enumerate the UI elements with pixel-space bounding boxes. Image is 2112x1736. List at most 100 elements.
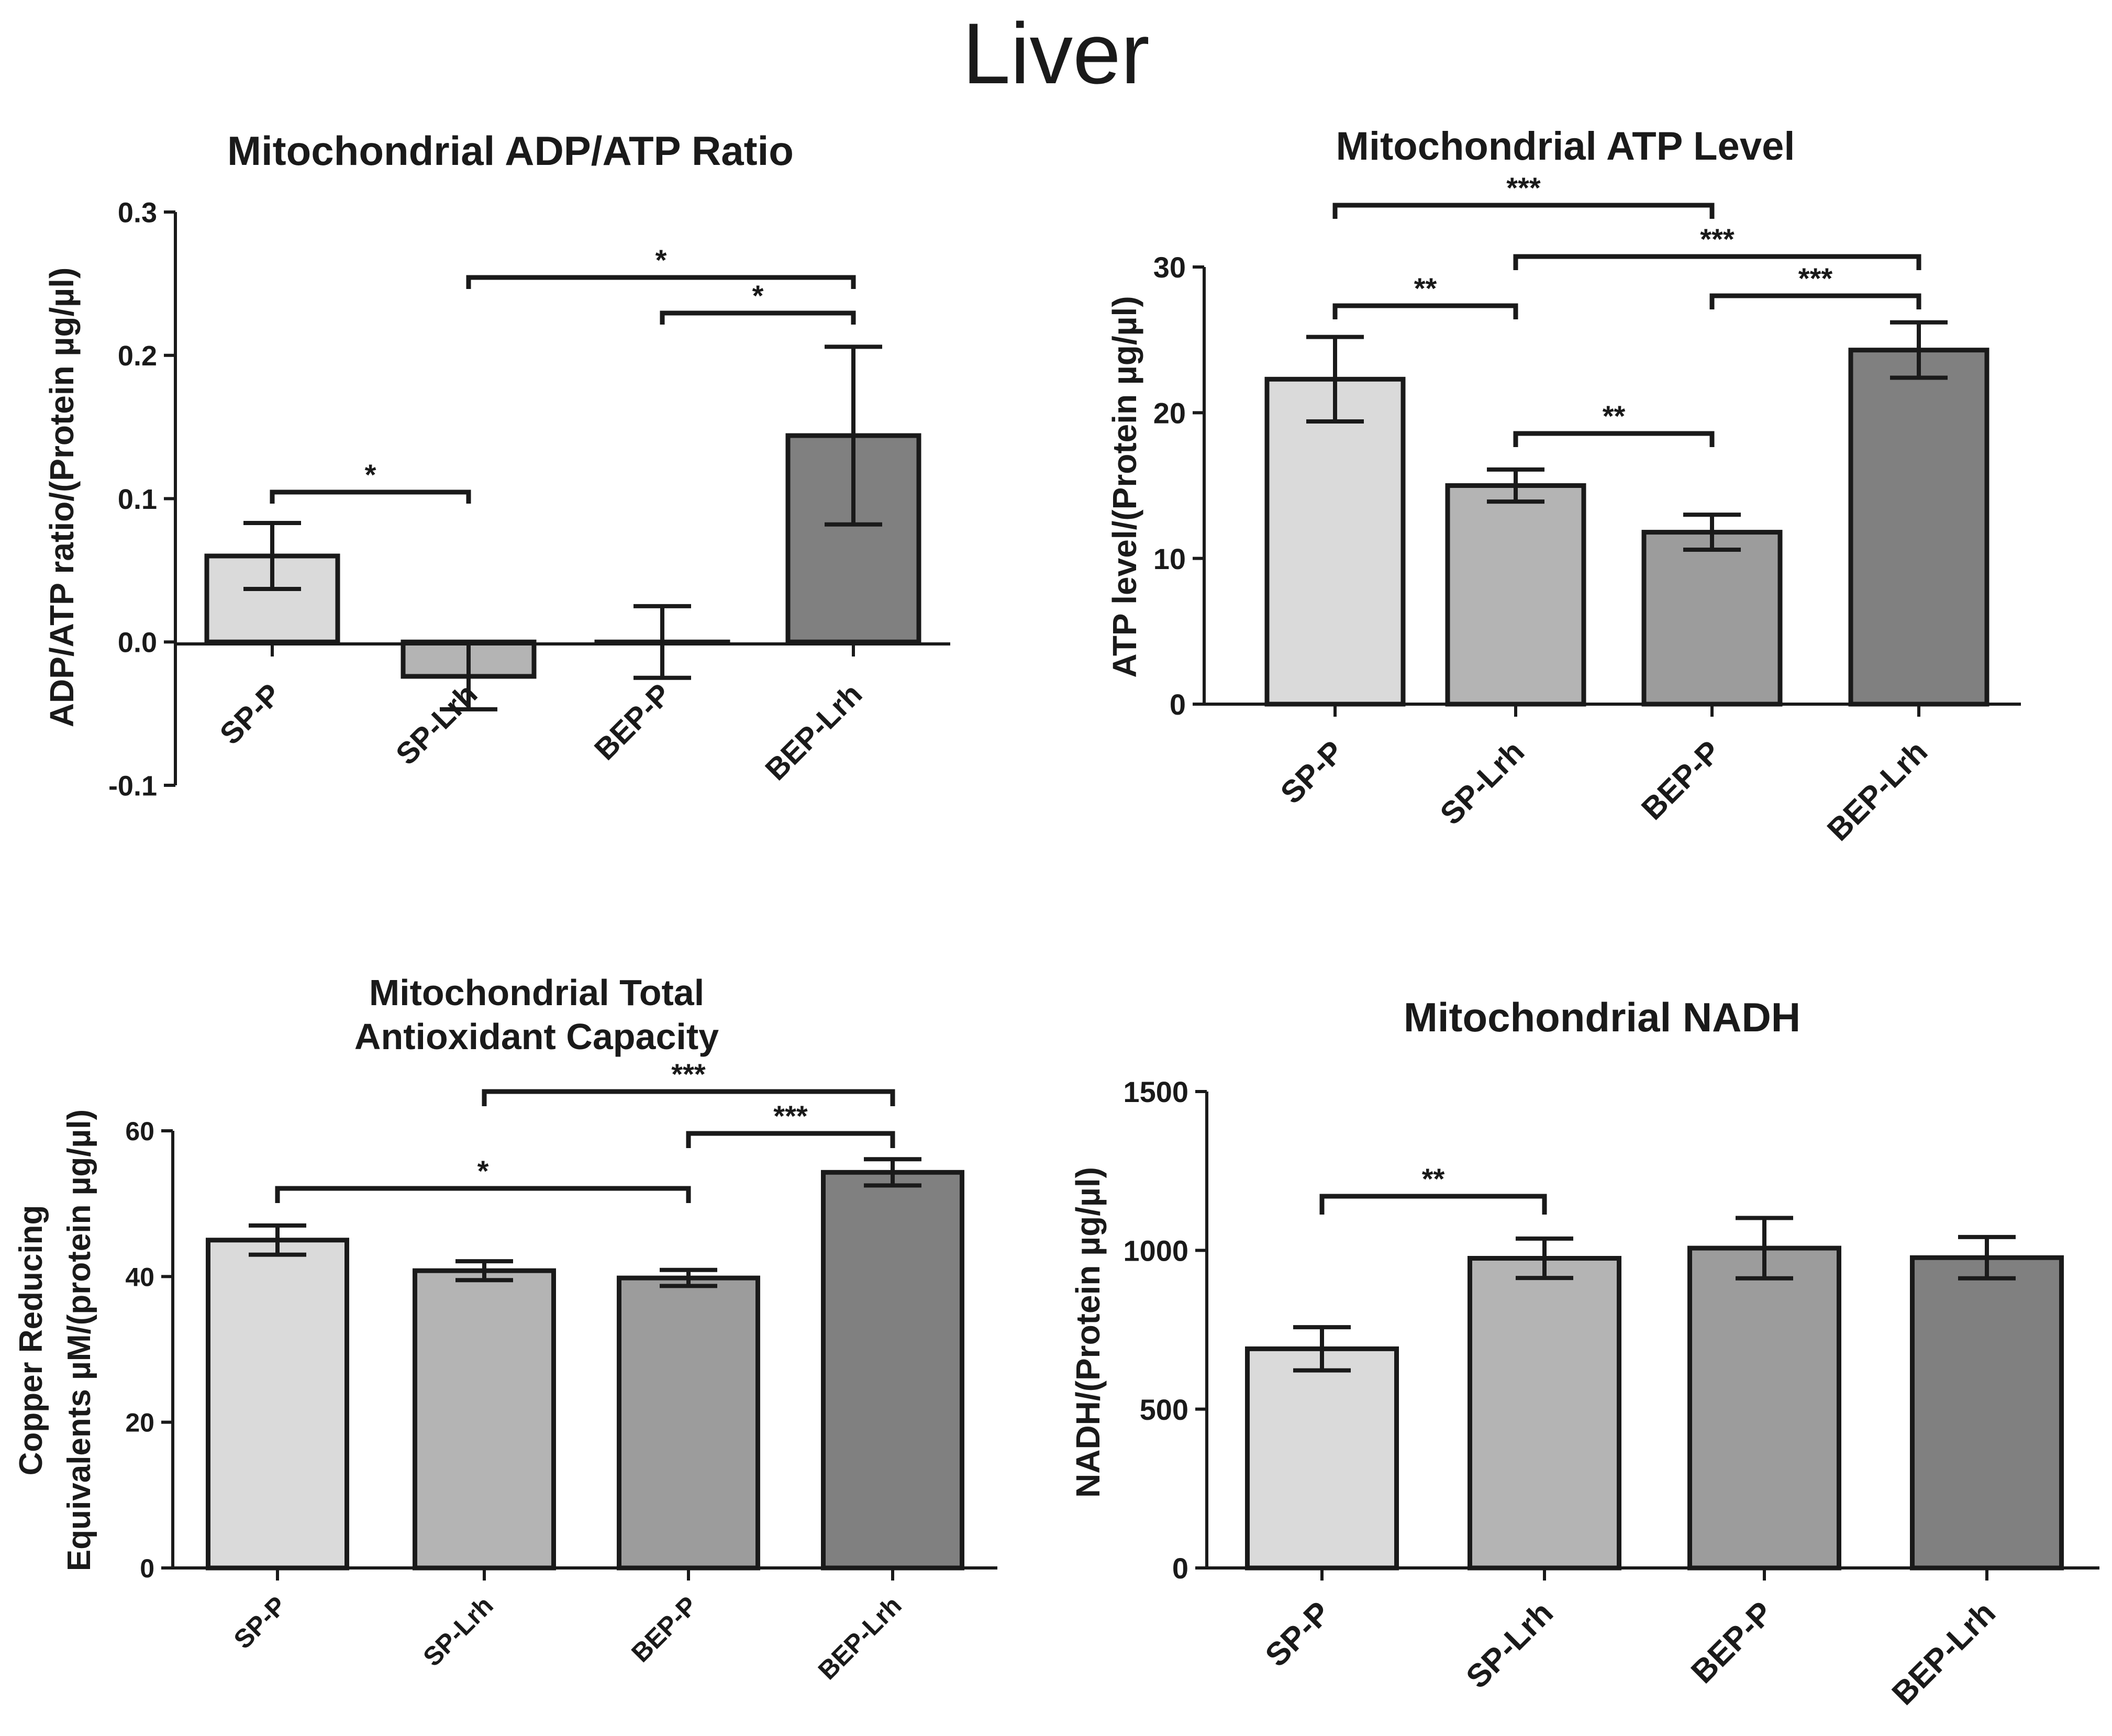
error-bar-SP-Lrh: [455, 1259, 513, 1283]
error-bar-BEP-Lrh: [1890, 320, 1948, 380]
bracket-line: [660, 310, 856, 325]
y-axis-label: ADP/ATP ratio/(Protein µg/µl): [43, 268, 81, 728]
x-tick-label-SP-P: SP-P: [1274, 734, 1350, 810]
x-tick-label-SP-Lrh: SP-Lrh: [1459, 1595, 1560, 1695]
y-axis-label: ATP level/(Protein µg/µl): [1106, 296, 1143, 677]
error-bar-BEP-Lrh: [864, 1157, 921, 1188]
bracket-line: [1513, 431, 1715, 447]
y-tick-label: 20: [1153, 396, 1186, 429]
x-tick-label-SP-Lrh: SP-Lrh: [1433, 734, 1531, 831]
significance-bracket: ***: [482, 1058, 895, 1106]
bracket-line: [270, 489, 471, 504]
bar-BEP-Lrh: [821, 1170, 964, 1571]
significance-bracket: *: [275, 1154, 691, 1203]
x-tick-label-SP-P: SP-P: [228, 1590, 292, 1654]
error-bar-BEP-P: [633, 604, 691, 680]
x-tick-label-SP-Lrh: SP-Lrh: [390, 677, 484, 771]
y-tick-label: 0: [140, 1554, 154, 1583]
bracket-line: [1319, 1194, 1547, 1215]
chart-title: Mitochondrial NADH: [1404, 994, 1800, 1040]
error-bar-BEP-Lrh: [1958, 1234, 2016, 1281]
bracket-line: [275, 1186, 691, 1203]
significance-label: *: [477, 1154, 489, 1187]
y-tick-label: -0.1: [108, 770, 157, 802]
error-bar-SP-P: [249, 1223, 306, 1257]
y-tick-label: 40: [125, 1262, 154, 1292]
significance-label: *: [365, 458, 376, 491]
significance-bracket: ***: [1513, 222, 1921, 270]
error-bar-BEP-P: [660, 1267, 717, 1288]
y-tick-label: 0.2: [118, 340, 157, 372]
x-tick-label-BEP-P: BEP-P: [1635, 734, 1727, 827]
y-tick-label: 0: [1170, 688, 1186, 721]
y-axis-label: NADH/(Protein µg/µl): [1069, 1167, 1107, 1498]
x-tick-label-BEP-Lrh: BEP-Lrh: [1885, 1595, 2003, 1712]
error-bar-SP-Lrh: [1487, 467, 1544, 504]
y-tick-label: 500: [1140, 1393, 1188, 1426]
bar-BEP-P: [1641, 530, 1783, 707]
significance-bracket: ***: [1709, 262, 1921, 309]
significance-bracket: *: [270, 458, 471, 504]
bracket-line: [482, 1089, 895, 1106]
bar-SP-P: [206, 1238, 349, 1571]
significance-label: **: [1414, 272, 1437, 305]
y-tick-label: 0.0: [118, 627, 157, 659]
y-tick-label: 60: [125, 1117, 154, 1146]
chart-title: Mitochondrial Total: [369, 972, 704, 1013]
x-tick-label-BEP-P: BEP-P: [626, 1590, 703, 1668]
significance-label: ***: [773, 1099, 808, 1132]
significance-bracket: **: [1319, 1162, 1547, 1215]
error-bar-BEP-P: [1736, 1216, 1793, 1281]
y-axis-label: Equivalents µM/(protein µg/µl): [61, 1109, 97, 1571]
bar-SP-P: [1264, 376, 1406, 707]
y-tick-label: 10: [1153, 542, 1186, 575]
bar-BEP-Lrh: [1848, 348, 1989, 707]
y-tick-label: 1500: [1123, 1075, 1188, 1108]
y-tick-label: 1000: [1123, 1234, 1188, 1267]
significance-bracket: ***: [1332, 171, 1715, 219]
significance-label: **: [1422, 1162, 1445, 1195]
bar-SP-Lrh: [413, 1268, 556, 1571]
bracket-line: [1513, 254, 1921, 270]
significance-bracket: *: [466, 243, 856, 289]
x-tick-label-SP-P: SP-P: [1259, 1595, 1338, 1674]
bar-BEP-P: [1687, 1245, 1841, 1571]
y-tick-label: 20: [125, 1408, 154, 1438]
bar-BEP-Lrh: [1910, 1255, 2064, 1571]
chart-adp-atp: Mitochondrial ADP/ATP Ratio ADP/ATP ratio…: [43, 128, 950, 802]
error-bar-SP-P: [243, 521, 301, 591]
x-tick-label-BEP-P: BEP-P: [588, 677, 677, 766]
error-bar-SP-P: [1293, 1325, 1351, 1373]
chart-title: Mitochondrial ADP/ATP Ratio: [227, 128, 794, 174]
x-tick-label-BEP-Lrh: BEP-Lrh: [759, 677, 869, 787]
y-tick-label: 30: [1153, 251, 1186, 284]
y-tick-label: 0: [1172, 1552, 1188, 1585]
x-tick-label-BEP-P: BEP-P: [1684, 1595, 1780, 1690]
bracket-line: [1709, 293, 1921, 309]
significance-bracket: **: [1513, 399, 1715, 447]
bracket-line: [686, 1131, 895, 1148]
chart-title: Antioxidant Capacity: [354, 1016, 719, 1057]
y-tick-label: 0.1: [118, 484, 157, 515]
error-bar-SP-P: [1306, 335, 1364, 424]
bar-SP-Lrh: [1445, 483, 1586, 707]
bar-SP-P: [1245, 1346, 1399, 1571]
significance-bracket: **: [1332, 272, 1518, 319]
x-tick-label-SP-Lrh: SP-Lrh: [417, 1590, 498, 1672]
x-tick-label-SP-P: SP-P: [214, 677, 288, 751]
figure-title: Liver: [962, 5, 1150, 102]
bracket-line: [466, 275, 856, 289]
x-tick-label-BEP-Lrh: BEP-Lrh: [1820, 734, 1934, 848]
y-tick-label: 0.3: [118, 197, 157, 228]
significance-label: ***: [1700, 222, 1735, 255]
significance-bracket: *: [660, 279, 856, 325]
y-axis-label: Copper Reducing: [13, 1205, 49, 1476]
significance-label: *: [655, 243, 667, 276]
significance-label: ***: [1506, 171, 1541, 204]
significance-bracket: ***: [686, 1099, 895, 1148]
error-bar-SP-Lrh: [1516, 1236, 1573, 1281]
significance-label: *: [752, 279, 764, 312]
